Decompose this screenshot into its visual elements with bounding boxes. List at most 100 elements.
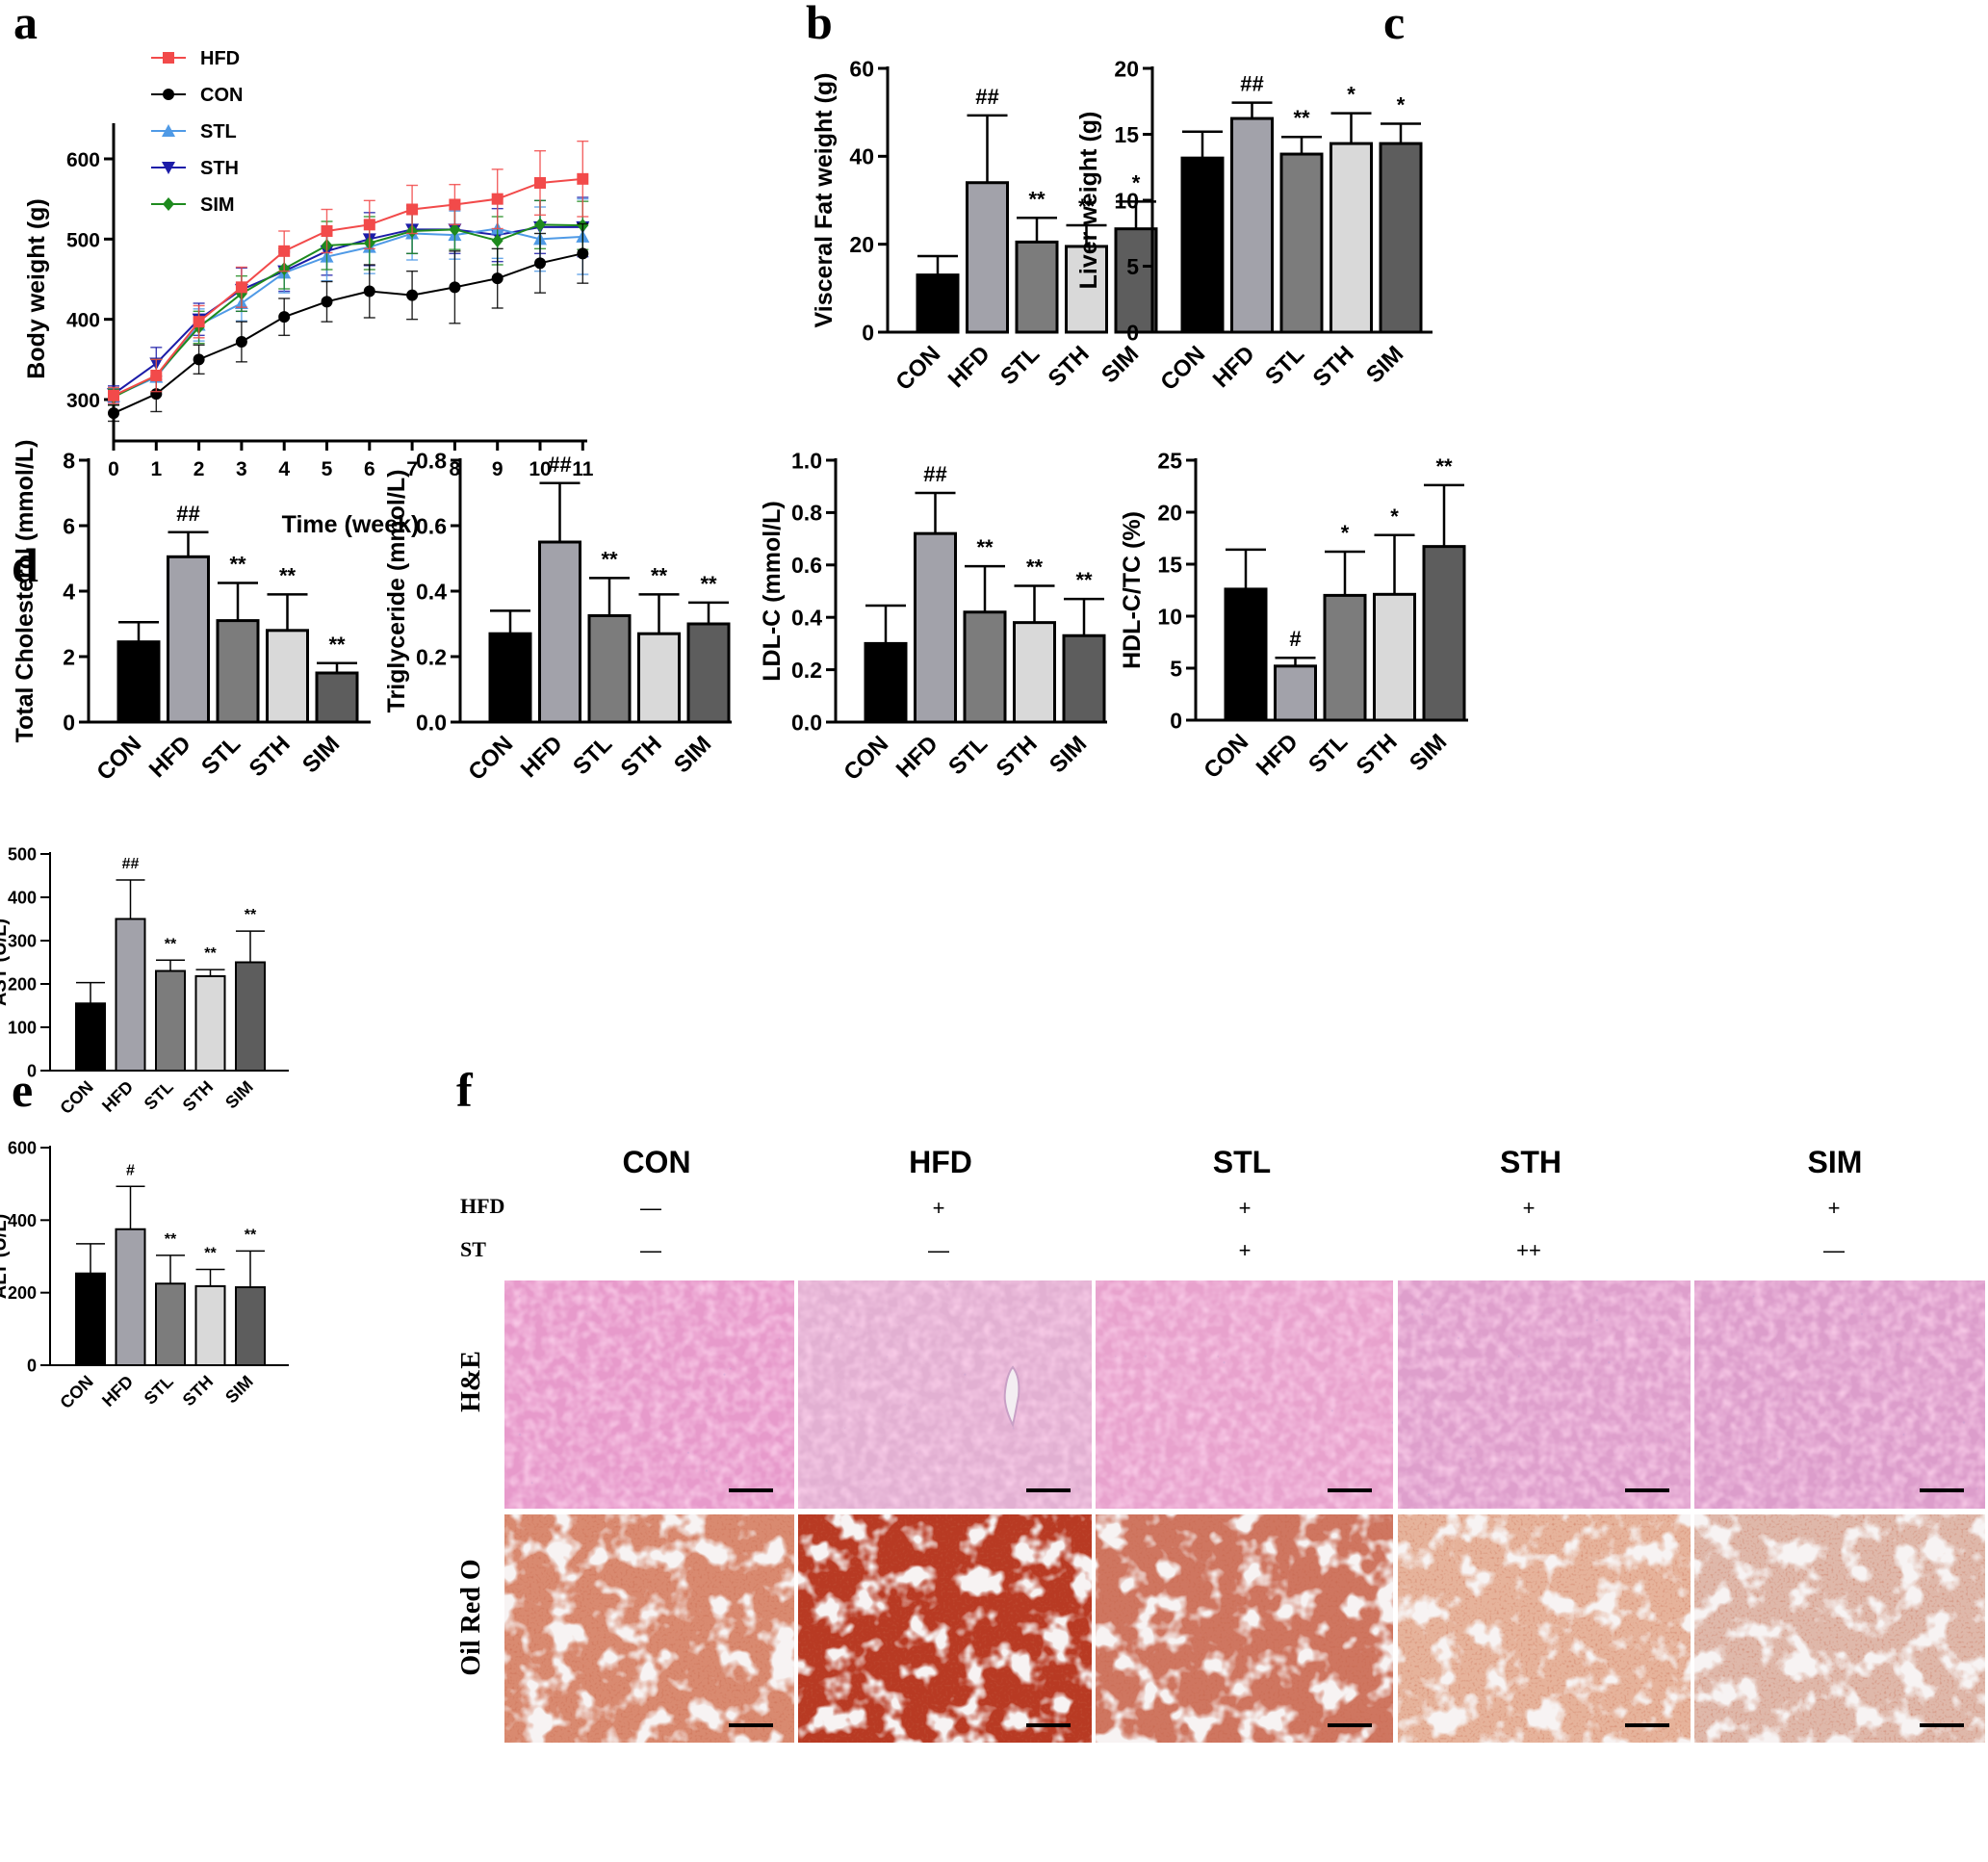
significance-mark: ** [229,553,246,577]
y-tick-label: 200 [8,974,37,994]
category-label: STH [992,731,1043,782]
y-tick-label: 20 [1157,500,1182,525]
y-tick-label: 0.4 [416,579,447,604]
legend-label: HFD [200,48,240,69]
series-line [113,227,583,398]
bar-stl [963,610,1007,724]
x-tick-label: 1 [150,458,162,480]
series-stl [107,197,590,405]
y-axis-label: LDL-C (mmol/L) [759,501,786,681]
bar-sim [1422,545,1466,722]
bar-con [1224,587,1268,722]
bar-con [75,1002,106,1072]
bar-stl [587,614,632,724]
y-tick-label: 0 [862,320,874,345]
hdl-c-tc-bar-chart: 0 5 10 15 20 25 HDL-C/TC (%) CON # HFD * STL * STH ** S… [1119,448,1468,784]
bar-sth [266,629,309,724]
st-mark: — [640,1238,661,1262]
category-label: CON [56,1372,96,1412]
legend-marker [163,52,174,64]
legend-item-sim: SIM [151,194,235,216]
legend-marker [162,124,175,137]
oro-sinusoids [1694,1514,1985,1743]
data-point [321,225,333,237]
significance-mark: ## [975,85,998,109]
x-tick-label: 11 [572,458,594,480]
bar-sim [235,961,266,1072]
group-header-sim: SIM [1808,1145,1863,1179]
data-point [449,281,461,294]
bar-stl [1015,240,1059,334]
bar-sim [315,671,359,724]
y-tick-label: 0.0 [791,710,822,735]
y-tick-label: 5 [1170,656,1182,681]
category-label: STL [943,731,993,780]
series-line [113,252,583,415]
legend-label: CON [200,85,243,106]
category-label: STH [179,1077,218,1116]
significance-mark: ** [328,633,346,657]
category-label: STL [141,1077,177,1114]
oil-red-o-image-stl [1096,1514,1393,1743]
category-label: HFD [1208,341,1260,393]
significance-mark: ** [976,535,994,559]
legend-item-sth: STH [151,158,239,179]
ldl-c-bar-chart: 0.0 0.2 0.4 0.6 0.8 1.0 LDL-C (mmol/L) CON ## HFD… [759,448,1107,786]
category-label: SIM [1361,341,1408,388]
y-axis-label: Total Cholesterol (mmol/L) [12,440,39,743]
data-point [406,203,419,216]
bar-stl [216,619,260,724]
significance-mark: ** [1028,187,1046,211]
category-label: CON [1155,341,1210,396]
y-tick-label: 0.4 [791,605,822,630]
data-point [363,285,375,297]
bar-sth [194,974,226,1073]
hfd-mark: — [640,1196,661,1220]
category-label: STH [245,731,296,782]
significance-mark: * [1347,83,1355,107]
legend-item-hfd: HFD [151,48,240,69]
bar-con [75,1272,106,1367]
data-point [235,281,247,294]
category-label: HFD [891,731,943,783]
oil-red-o-image-sim [1694,1514,1985,1743]
group-header-sth: STH [1500,1145,1562,1179]
category-label: STL [196,731,245,780]
bar-hfd [115,918,146,1072]
y-tick-label: 400 [8,1211,37,1230]
significance-mark: ** [245,1227,257,1243]
y-axis-label: Body weight (g) [23,198,50,378]
stain-label-he: H&E [456,1351,486,1412]
he-nuclei [1398,1280,1691,1509]
he-nuclei [798,1280,1092,1509]
he-image-con [504,1280,794,1509]
bar-stl [1279,152,1324,334]
y-tick-label: 0 [1126,320,1139,345]
category-label: HFD [1252,729,1304,781]
category-label: SIM [669,731,716,778]
panel-label-b: b [806,0,833,49]
x-tick-label: 0 [108,458,119,480]
y-tick-label: 60 [849,56,874,81]
y-tick-label: 0.2 [791,658,822,683]
st-mark: — [928,1238,949,1262]
x-tick-label: 10 [529,458,551,480]
significance-mark: ** [1026,556,1044,580]
significance-mark: ## [548,453,571,477]
category-label: CON [839,731,893,786]
y-tick-label: 0.8 [791,501,822,526]
category-label: STL [1260,341,1309,390]
alt-bar-chart: 0 200 400 600 ALT (U/L) CON # HFD ** STL ** STH ** SI… [0,1138,289,1412]
category-label: SIM [1405,729,1452,776]
data-point [449,198,461,211]
y-axis-label: Triglyceride (mmol/L) [383,470,410,713]
body-weight-line-chart: 300 400 500 600 0 1 2 3 4 5 6 7 8 9 10 11 Time (week) Bod… [23,48,594,538]
oil-red-o-image-hfd [798,1514,1092,1743]
oro-sinusoids [1096,1514,1393,1743]
series-con [108,222,589,423]
significance-mark: * [1341,521,1350,545]
legend: HFD CON STL STH SIM [151,48,243,216]
bar-con [916,273,960,334]
